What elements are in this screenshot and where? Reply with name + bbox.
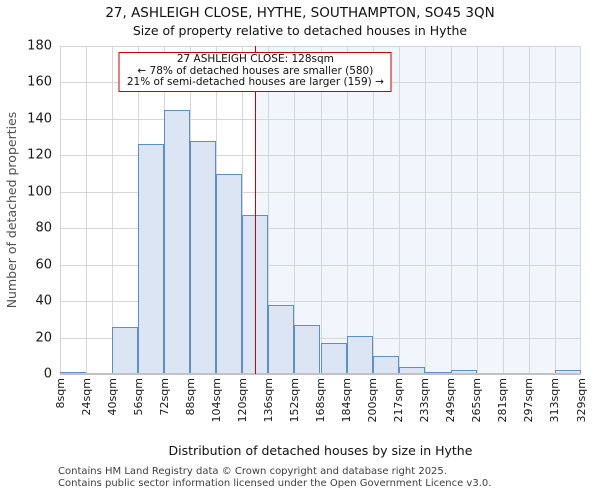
y-tick-label: 80 [35, 220, 52, 236]
histogram-bar [554, 370, 581, 374]
vertical-gridline [528, 46, 530, 374]
x-tick-label: 184sqm [340, 378, 354, 423]
annotation-line-3: 21% of semi-detached houses are larger (… [126, 76, 384, 89]
y-tick-label: 120 [27, 147, 52, 163]
x-tick-label: 24sqm [79, 378, 93, 416]
vertical-gridline [242, 46, 244, 374]
chart-subtitle: Size of property relative to detached ho… [132, 23, 468, 38]
y-tick-label: 180 [27, 38, 52, 54]
y-tick-label: 40 [35, 293, 52, 309]
x-tick-label: 233sqm [418, 378, 432, 423]
x-tick-label: 168sqm [314, 378, 327, 423]
y-tick-label: 160 [27, 74, 52, 90]
vertical-gridline [372, 46, 374, 374]
histogram-bar [320, 343, 347, 374]
x-tick-label: 56sqm [131, 378, 145, 416]
y-tick-label: 60 [35, 257, 52, 273]
histogram-bar [372, 355, 399, 374]
x-tick-label: 217sqm [392, 378, 406, 423]
x-tick-label: 265sqm [470, 378, 484, 423]
vertical-gridline [268, 46, 270, 374]
annotation-line-1: 27 ASHLEIGH CLOSE: 128sqm [176, 53, 334, 65]
vertical-gridline [476, 46, 478, 374]
vertical-gridline [86, 46, 88, 374]
x-axis-line [60, 373, 581, 375]
vertical-gridline [450, 46, 452, 374]
x-tick-label: 8sqm [53, 378, 67, 409]
histogram-bar [398, 366, 425, 374]
x-tick-label: 104sqm [209, 378, 223, 423]
x-tick-label: 120sqm [235, 378, 249, 423]
x-tick-label: 297sqm [522, 378, 536, 423]
x-tick-label: 40sqm [105, 378, 119, 416]
vertical-gridline [112, 46, 114, 374]
x-tick-label: 136sqm [261, 378, 275, 423]
histogram-bar [268, 304, 295, 374]
y-tick-label: 100 [27, 184, 52, 200]
histogram-bar [112, 326, 139, 374]
x-tick-label: 88sqm [183, 378, 197, 416]
footer-line-2: Contains public sector information licen… [58, 478, 492, 489]
annotation-line-2: ← 78% of detached houses are smaller (58… [137, 64, 374, 77]
chart-title: 27, ASHLEIGH CLOSE, HYTHE, SOUTHAMPTON, … [105, 5, 495, 21]
vertical-gridline [60, 46, 61, 374]
annotation-box: 27 ASHLEIGH CLOSE: 128sqm ← 78% of detac… [118, 52, 392, 92]
histogram-bar [216, 173, 243, 374]
vertical-gridline [346, 46, 348, 374]
histogram-bar [164, 109, 191, 374]
vertical-gridline [502, 46, 504, 374]
vertical-gridline [554, 46, 556, 374]
vertical-gridline [580, 46, 581, 374]
vertical-gridline [294, 46, 296, 374]
x-tick-label: 329sqm [574, 378, 588, 423]
histogram-bar [190, 140, 217, 374]
property-size-marker-line [254, 46, 257, 374]
shade-region-right-of-marker [255, 46, 581, 374]
histogram-bar [138, 144, 165, 374]
histogram-bar [294, 324, 321, 374]
footer-line-1: Contains HM Land Registry data © Crown c… [58, 466, 447, 477]
histogram-bar [450, 370, 477, 374]
x-tick-label: 200sqm [366, 378, 380, 423]
x-tick-label: 249sqm [444, 378, 458, 423]
vertical-gridline [424, 46, 426, 374]
x-tick-label: 313sqm [548, 378, 562, 423]
plot-area [60, 46, 581, 375]
y-tick-label: 140 [27, 111, 52, 127]
x-tick-label: 152sqm [287, 378, 301, 423]
y-tick-label: 0 [43, 366, 52, 382]
y-tick-label: 20 [35, 330, 52, 346]
vertical-gridline [320, 46, 322, 374]
histogram-bar [346, 335, 373, 374]
vertical-gridline [398, 46, 400, 374]
x-tick-label: 72sqm [157, 378, 171, 416]
x-tick-label: 281sqm [496, 378, 510, 423]
x-axis-label: Distribution of detached houses by size … [168, 443, 473, 458]
